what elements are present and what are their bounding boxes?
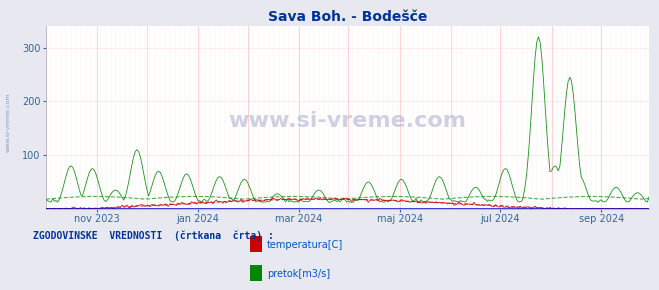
Text: www.si-vreme.com: www.si-vreme.com (229, 111, 467, 131)
Text: temperatura[C]: temperatura[C] (267, 240, 343, 250)
Text: www.si-vreme.com: www.si-vreme.com (6, 92, 11, 152)
Text: ZGODOVINSKE  VREDNOSTI  (črtkana  črta) :: ZGODOVINSKE VREDNOSTI (črtkana črta) : (33, 231, 274, 241)
Title: Sava Boh. - Bodešče: Sava Boh. - Bodešče (268, 10, 427, 23)
Text: pretok[m3/s]: pretok[m3/s] (267, 269, 330, 279)
